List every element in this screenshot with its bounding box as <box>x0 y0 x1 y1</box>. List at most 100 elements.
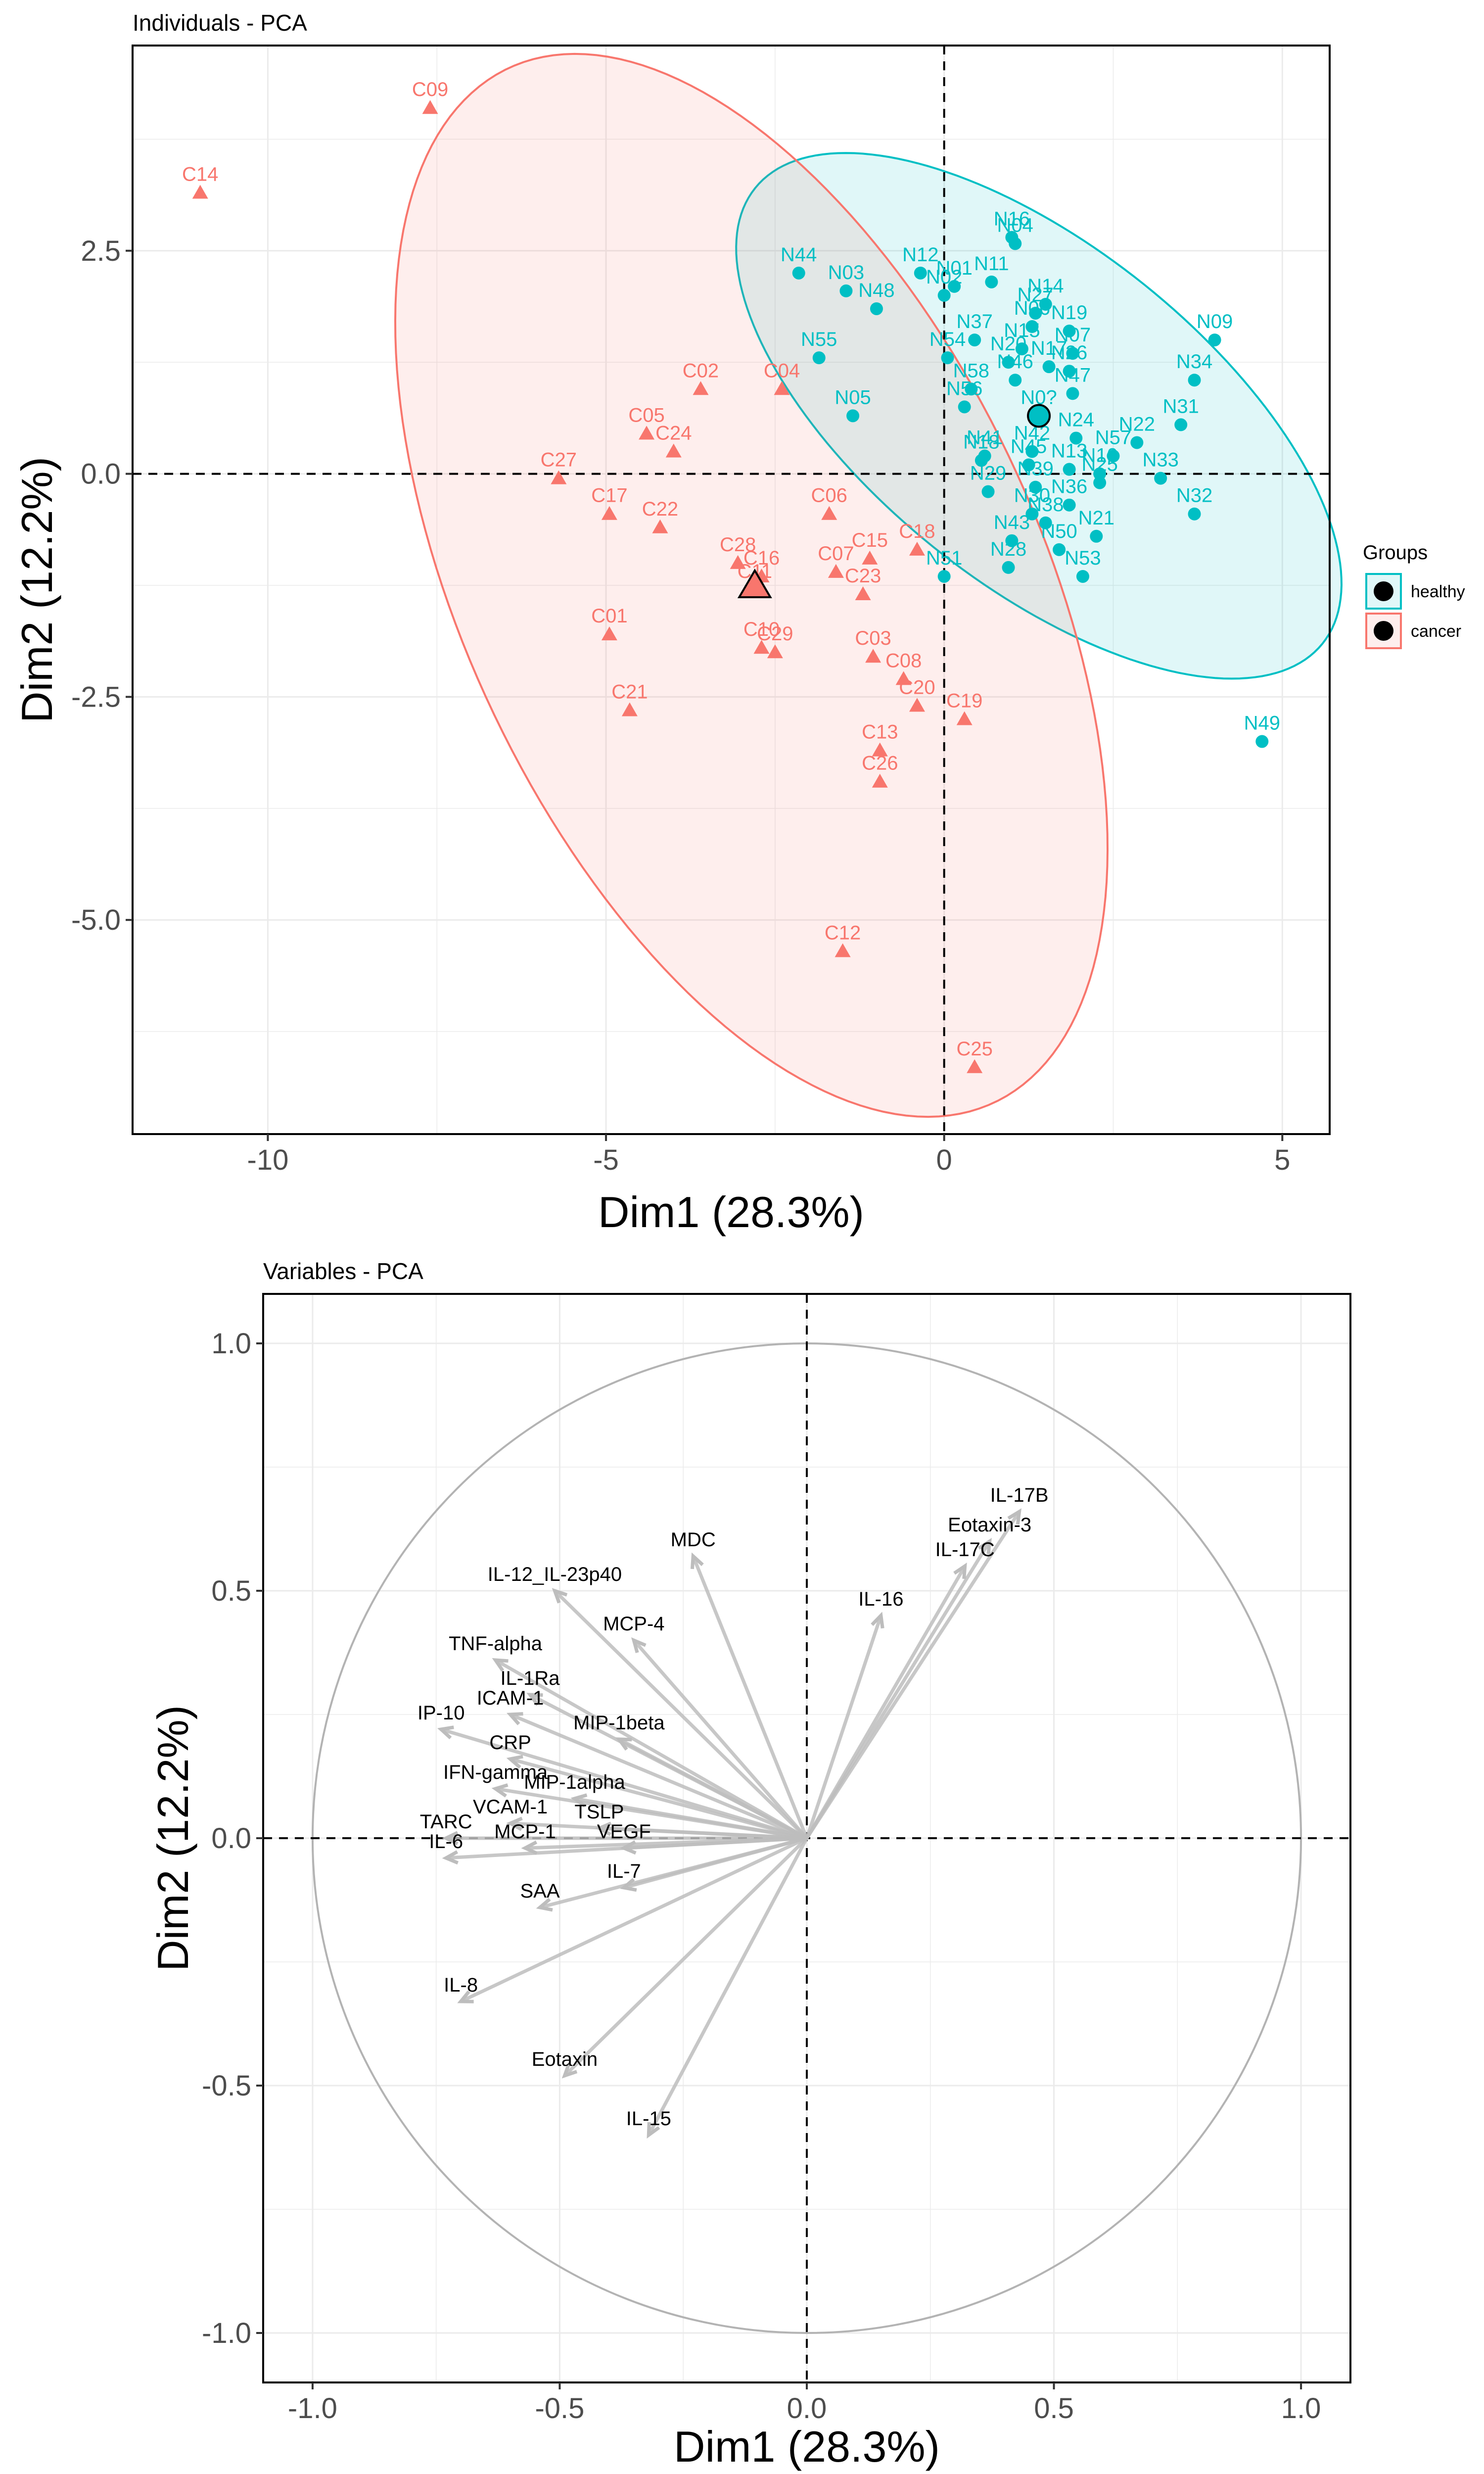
point-label-N50: N50 <box>1041 521 1077 542</box>
point-label-N15: N15 <box>1004 320 1040 341</box>
y-tick-label: -2.5 <box>71 681 121 713</box>
individuals-plot-background <box>133 46 1330 1134</box>
point-N22 <box>1130 436 1144 449</box>
point-label-C18: C18 <box>899 521 935 542</box>
arrowhead-TSLP <box>595 1821 612 1836</box>
point-N57 <box>1107 449 1120 463</box>
point-label-C15: C15 <box>852 529 888 551</box>
variable-label-CRP: CRP <box>489 1732 531 1754</box>
arrowhead-IP-10 <box>437 1725 454 1740</box>
arrow-Eotaxin <box>563 1837 808 2077</box>
point-label-C13: C13 <box>862 721 898 743</box>
point-N26 <box>1063 365 1076 378</box>
groups-legend: Groups healthy cancer <box>1363 542 1465 649</box>
arrowhead-TARC <box>442 1831 459 1846</box>
point-N30 <box>1025 507 1039 521</box>
point-C06 <box>821 506 837 520</box>
arrow-MIP-1alpha <box>574 1797 807 1840</box>
point-N32 <box>1188 507 1201 521</box>
point-N58 <box>965 382 978 396</box>
arrowhead-Eotaxin <box>561 2063 578 2079</box>
point-C04 <box>774 381 790 395</box>
variable-label-IL-17C: IL-17C <box>935 1539 995 1561</box>
point-N34 <box>1188 374 1201 387</box>
centroid-cancer <box>737 569 772 598</box>
point-label-N28: N28 <box>990 538 1026 560</box>
point-N19 <box>1063 325 1076 338</box>
individuals-y-axis-label: Dim2 (12.2%) <box>12 457 61 723</box>
point-label-N11: N11 <box>974 253 1009 275</box>
point-label-N02: N02 <box>926 266 962 288</box>
point-N18 <box>974 454 988 467</box>
x-tick-label: -0.5 <box>535 2392 584 2425</box>
point-N27 <box>1029 306 1042 320</box>
point-N48 <box>870 302 883 315</box>
variable-label-IL-7: IL-7 <box>607 1860 641 1882</box>
point-N42 <box>1025 445 1039 458</box>
point-N50 <box>1053 543 1066 556</box>
point-N10 <box>1093 467 1107 480</box>
point-label-N21: N21 <box>1078 507 1114 529</box>
point-label-C21: C21 <box>611 681 648 703</box>
point-N20 <box>1002 356 1015 369</box>
point-label-N14: N14 <box>1027 275 1064 297</box>
point-label-N04: N04 <box>997 214 1033 236</box>
variables-arrows <box>437 1508 1021 2139</box>
point-N39 <box>1029 480 1042 494</box>
point-label-N24: N24 <box>1058 409 1094 430</box>
variable-label-IL-12_IL-23p40: IL-12_IL-23p40 <box>488 1564 622 1585</box>
variable-label-Eotaxin: Eotaxin <box>532 2048 598 2070</box>
point-label-N56: N56 <box>946 378 982 399</box>
point-label-N07: N07 <box>1055 324 1091 346</box>
point-label-N44: N44 <box>781 244 817 266</box>
point-N29 <box>981 485 995 498</box>
point-N38 <box>1039 516 1052 529</box>
point-label-C05: C05 <box>628 404 664 426</box>
individuals-x-axis-label: Dim1 (28.3%) <box>598 1188 864 1237</box>
point-label-N37: N37 <box>957 311 993 333</box>
arrowhead-MCP-4 <box>631 1637 647 1653</box>
point-label-N43: N43 <box>994 512 1030 533</box>
point-label-C03: C03 <box>855 627 891 649</box>
point-label-N53: N53 <box>1065 547 1101 569</box>
point-N54 <box>941 351 954 365</box>
point-label-N57: N57 <box>1095 427 1131 449</box>
point-N47 <box>1066 387 1079 400</box>
variable-label-IL-8: IL-8 <box>444 1974 478 1996</box>
point-C15 <box>862 550 878 565</box>
point-label-C27: C27 <box>541 449 577 471</box>
point-label-C01: C01 <box>591 605 627 627</box>
point-C24 <box>665 443 682 458</box>
point-label-C04: C04 <box>764 360 800 381</box>
arrow-IL-15 <box>647 1837 809 2136</box>
point-N36 <box>1063 498 1076 512</box>
variable-label-SAA: SAA <box>520 1880 559 1902</box>
arrow-ICAM-1 <box>510 1713 808 1840</box>
variable-label-IL-17B: IL-17B <box>990 1484 1049 1506</box>
point-C01 <box>601 626 617 641</box>
arrowhead-Eotaxin-3 <box>977 1538 992 1555</box>
point-label-N29: N29 <box>970 463 1006 484</box>
point-N03 <box>839 284 853 297</box>
x-tick-label: 5 <box>1274 1144 1290 1176</box>
point-N43 <box>1005 534 1019 547</box>
y-tick-label: 0.0 <box>211 1822 251 1855</box>
point-label-C02: C02 <box>683 360 719 381</box>
individuals-y-ticks: 2.5 0.0 -2.5 -5.0 <box>71 235 133 936</box>
point-C09 <box>422 100 438 114</box>
arrow-IL-17C <box>805 1565 967 1839</box>
individuals-title: Individuals - PCA <box>133 10 307 36</box>
point-label-N41: N41 <box>967 427 1003 449</box>
variable-label-TNF-alpha: TNF-alpha <box>449 1633 543 1655</box>
variable-label-MCP-1: MCP-1 <box>494 1821 556 1843</box>
variable-label-MIP-1beta: MIP-1beta <box>573 1712 665 1734</box>
arrowhead-IL-17C <box>953 1563 967 1579</box>
point-C27 <box>551 470 567 484</box>
individuals-x-ticks: -10 -5 0 5 <box>247 1134 1290 1176</box>
arrow-IP-10 <box>440 1727 807 1840</box>
variable-label-MCP-4: MCP-4 <box>603 1613 664 1635</box>
point-label-N25: N25 <box>1081 454 1117 476</box>
